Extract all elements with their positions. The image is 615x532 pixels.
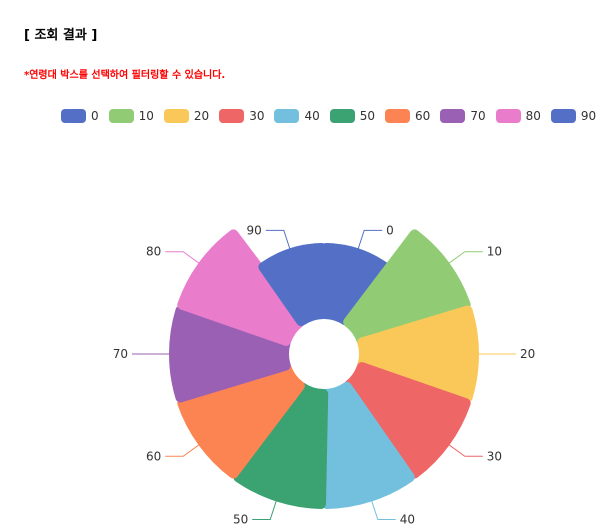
legend-label: 10 (138, 109, 154, 123)
legend-item-20[interactable]: 20 (163, 109, 210, 123)
rose-slice-10[interactable] (343, 229, 471, 346)
callout-line-50 (252, 492, 280, 520)
rose-slice-60[interactable] (177, 362, 305, 479)
callout-label-60: 60 (146, 449, 161, 463)
legend-swatch (274, 109, 300, 123)
legend-label: 60 (415, 109, 431, 123)
legend-swatch (329, 109, 355, 123)
legend-label: 90 (580, 109, 597, 123)
legend-swatch (440, 109, 466, 123)
legend-item-70[interactable]: 70 (440, 109, 486, 123)
legend-swatch (108, 109, 134, 123)
legend-label: 70 (470, 109, 486, 123)
callout-line-30 (441, 439, 483, 457)
rose-slice-40[interactable] (319, 381, 415, 509)
callout-label-20: 20 (520, 347, 535, 361)
callout-line-90 (265, 229, 293, 258)
callout-label-90: 90 (247, 223, 262, 237)
callout-label-30: 30 (487, 449, 502, 463)
callout-line-10 (441, 251, 483, 269)
callout-label-0: 0 (386, 223, 394, 237)
age-rose-chart: 0 10 20 30 40 50 60 70 80 90 (113, 223, 536, 526)
rose-slice-30[interactable] (343, 362, 471, 479)
rose-slice-80[interactable] (177, 229, 305, 346)
rose-slice-50[interactable] (233, 381, 329, 509)
legend-item-60[interactable]: 60 (385, 109, 430, 123)
callout-label-80: 80 (146, 245, 161, 259)
legend-swatch (550, 109, 576, 123)
legend-item-40[interactable]: 40 (274, 109, 320, 123)
legend-label: 80 (525, 109, 541, 123)
legend-item-80[interactable]: 80 (495, 109, 541, 123)
legend-item-50[interactable]: 50 (329, 109, 376, 123)
legend-label: 40 (304, 109, 320, 123)
legend-label: 0 (91, 109, 99, 123)
rose-slice-0[interactable] (319, 243, 390, 327)
rose-slice-70[interactable] (169, 305, 291, 403)
legend-item-10[interactable]: 10 (108, 109, 154, 123)
callout-label-10: 10 (487, 245, 502, 259)
chart-legend: 0 10 20 30 40 50 60 70 80 90 (61, 107, 606, 125)
legend-swatch (61, 109, 86, 123)
callout-label-50: 50 (233, 512, 248, 526)
legend-swatch (163, 109, 189, 123)
legend-label: 20 (193, 109, 210, 123)
legend-swatch (219, 109, 245, 123)
rose-slice-90[interactable] (258, 243, 329, 327)
callout-label-70: 70 (113, 347, 128, 361)
callout-line-80 (165, 251, 207, 269)
rose-slice-20[interactable] (357, 305, 479, 403)
callout-label-40: 40 (400, 512, 415, 526)
legend-item-90[interactable]: 90 (550, 109, 597, 123)
result-title: [ 조회 결과 ] (24, 28, 98, 43)
callout-line-0 (355, 229, 383, 258)
legend-label: 30 (249, 109, 265, 123)
legend-swatch (495, 109, 521, 123)
callout-line-40 (368, 492, 396, 520)
filter-notice: *연령대 박스를 선택하여 필터링할 수 있습니다. (24, 70, 226, 81)
legend-swatch (385, 109, 411, 123)
legend-label: 50 (359, 109, 376, 123)
legend-item-30[interactable]: 30 (219, 109, 264, 123)
callout-line-60 (165, 439, 207, 457)
legend-item-0[interactable]: 0 (61, 109, 99, 123)
